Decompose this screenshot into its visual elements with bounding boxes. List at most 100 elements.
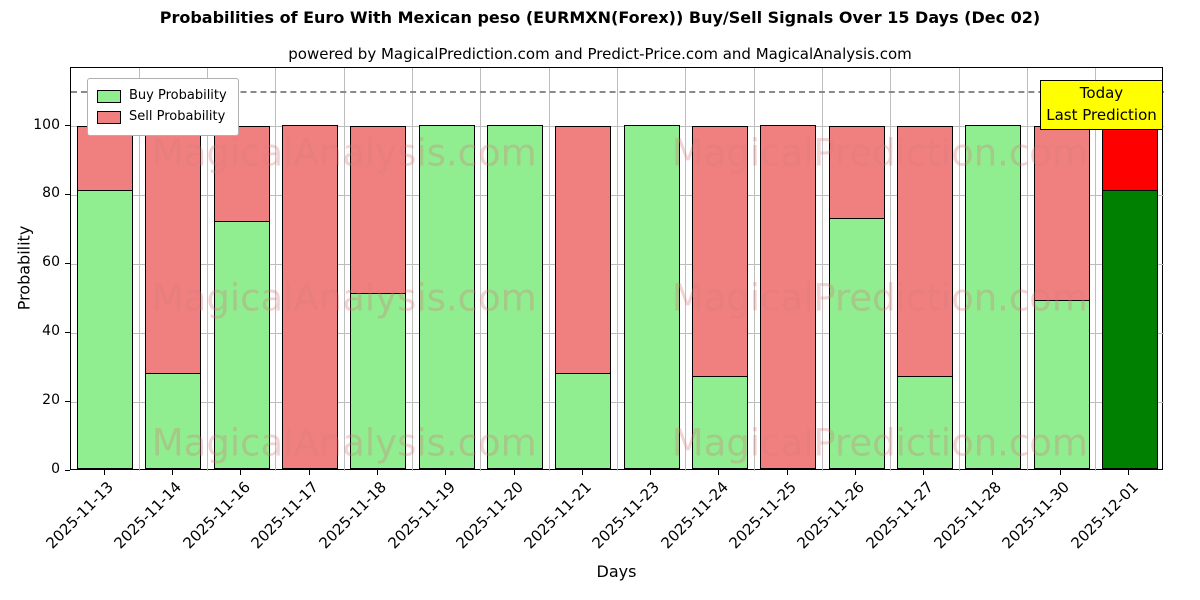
bar-sell-segment: [145, 125, 202, 374]
plot-area: Buy Probability Sell Probability Magical…: [70, 67, 1164, 471]
x-tick-mark: [923, 470, 925, 475]
gridline-vertical: [753, 68, 755, 471]
gridline-vertical: [1095, 68, 1097, 471]
x-tick-mark: [308, 470, 310, 475]
bar-sell-segment: [213, 125, 270, 222]
y-tick-label: 40: [42, 323, 60, 340]
gridline-vertical: [480, 68, 482, 471]
x-tick-label: 2025-11-23: [589, 478, 664, 553]
y-tick-label: 60: [42, 254, 60, 271]
bar-buy-segment: [1101, 190, 1158, 469]
x-tick-label: 2025-11-25: [725, 478, 801, 553]
x-tick-mark: [103, 470, 105, 475]
y-tick-mark: [65, 469, 70, 471]
chart-subtitle: powered by MagicalPrediction.com and Pre…: [288, 45, 912, 63]
bar-buy-segment: [145, 372, 202, 469]
x-tick-mark: [718, 470, 720, 475]
bar-buy-segment: [896, 376, 953, 469]
x-tick-mark: [991, 470, 993, 475]
gridline-vertical: [890, 68, 892, 471]
x-tick-mark: [171, 470, 173, 475]
bar-sell-segment: [896, 125, 953, 377]
gridline-vertical: [138, 68, 140, 471]
x-tick-label: 2025-11-17: [247, 478, 322, 553]
x-tick-mark: [445, 470, 447, 475]
y-tick-label: 0: [51, 461, 60, 477]
gridline-vertical: [548, 68, 550, 471]
legend-item-sell: Sell Probability: [97, 107, 227, 128]
x-tick-label: 2025-11-20: [452, 478, 527, 553]
gridline-vertical: [958, 68, 960, 471]
x-tick-label: 2025-11-28: [930, 478, 1005, 553]
bar-sell-segment: [828, 125, 885, 219]
x-tick-mark: [855, 470, 857, 475]
gridline-vertical: [821, 68, 823, 471]
chart-title: Probabilities of Euro With Mexican peso …: [159, 8, 1041, 27]
watermark-text: MagicalPrediction.com: [671, 131, 1088, 175]
today-annotation-line-1: Today: [1079, 84, 1124, 102]
bar-buy-segment: [213, 221, 270, 469]
buy-swatch-icon: [97, 89, 121, 103]
gridline-vertical: [617, 68, 618, 471]
x-axis-label: Days: [596, 562, 637, 581]
x-tick-label: 2025-11-14: [110, 478, 186, 553]
sell-swatch-icon: [97, 110, 121, 124]
bar-buy-segment: [350, 293, 407, 469]
x-tick-label: 2025-11-18: [315, 478, 391, 553]
bar-sell-segment: [350, 125, 407, 295]
bar-sell-segment: [77, 125, 134, 191]
x-tick-label: 2025-11-16: [179, 478, 254, 553]
bar-buy-segment: [555, 372, 612, 469]
bar-sell-segment: [760, 124, 817, 469]
gridline-vertical: [207, 68, 209, 471]
x-tick-label: 2025-11-19: [384, 478, 459, 553]
bar-sell-segment: [555, 125, 612, 374]
legend: Buy Probability Sell Probability: [87, 78, 239, 136]
watermark-text: MagicalAnalysis.com: [151, 421, 537, 465]
x-tick-label: 2025-11-27: [862, 478, 937, 553]
watermark-text: MagicalAnalysis.com: [151, 131, 537, 175]
dashed-threshold-line: [71, 91, 1164, 94]
x-tick-label: 2025-11-21: [520, 478, 596, 553]
gridline-vertical: [412, 68, 414, 471]
y-tick-mark: [65, 193, 70, 195]
gridline-vertical: [685, 68, 687, 471]
x-tick-label: 2025-11-13: [42, 478, 117, 553]
y-tick-label: 20: [42, 392, 60, 409]
today-annotation: Today Last Prediction: [1040, 80, 1163, 130]
y-tick-mark: [65, 331, 70, 333]
bar-buy-segment: [828, 217, 885, 469]
bar-sell-segment: [282, 124, 339, 469]
x-tick-label: 2025-12-01: [1067, 478, 1142, 553]
bar-sell-segment: [691, 125, 748, 377]
bar-buy-segment: [691, 376, 748, 469]
y-tick-label: 100: [33, 116, 60, 133]
y-tick-mark: [65, 262, 70, 264]
x-tick-label: 2025-11-24: [657, 478, 732, 553]
bar-buy-segment: [77, 190, 134, 469]
watermark-text: MagicalPrediction.com: [671, 421, 1088, 465]
legend-label-buy: Buy Probability: [129, 88, 227, 103]
bar-buy-segment: [418, 124, 475, 469]
bar-sell-segment: [1033, 125, 1090, 302]
y-tick-label: 80: [42, 185, 60, 202]
y-tick-mark: [65, 125, 70, 127]
bar-sell-segment: [1101, 125, 1158, 191]
x-tick-mark: [1060, 470, 1062, 475]
y-tick-mark: [65, 400, 70, 402]
legend-label-sell: Sell Probability: [129, 108, 226, 124]
x-tick-mark: [513, 470, 515, 475]
bar-buy-segment: [965, 124, 1022, 469]
x-tick-mark: [581, 470, 583, 475]
bar-buy-segment: [487, 124, 544, 469]
x-tick-label: 2025-11-30: [998, 478, 1074, 553]
legend-item-buy: Buy Probability: [97, 86, 227, 107]
x-tick-mark: [1128, 470, 1130, 475]
gridline-vertical: [1026, 68, 1028, 471]
gridline-vertical: [343, 68, 345, 471]
bar-buy-segment: [1033, 300, 1090, 469]
x-tick-mark: [376, 470, 378, 475]
watermark-text: MagicalPrediction.com: [671, 276, 1088, 320]
gridline-vertical: [275, 68, 277, 471]
